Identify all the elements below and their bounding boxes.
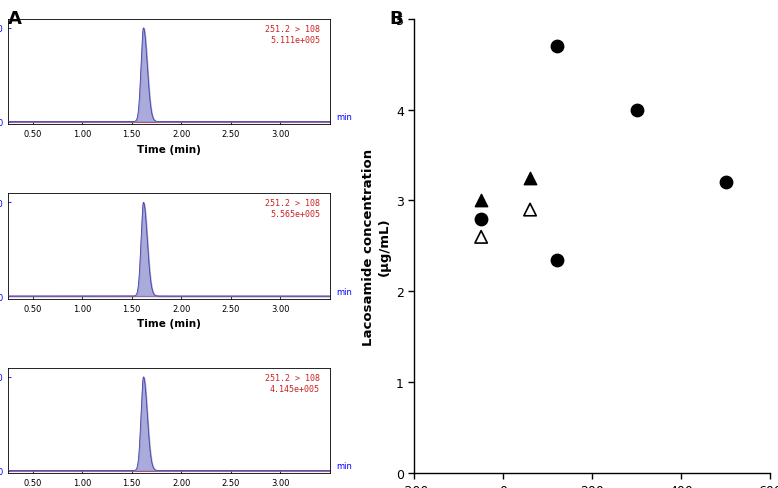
Point <box>630 106 643 114</box>
Point <box>524 206 536 214</box>
X-axis label: Time (min): Time (min) <box>137 144 201 154</box>
Point <box>551 256 563 264</box>
Text: B: B <box>389 10 403 28</box>
Y-axis label: Lacosamide concentration
(μg/mL): Lacosamide concentration (μg/mL) <box>363 148 391 345</box>
Text: 251.2 > 108
5.565e+005: 251.2 > 108 5.565e+005 <box>265 199 320 219</box>
Text: A: A <box>8 10 22 28</box>
Text: min: min <box>336 461 352 470</box>
Text: 251.2 > 108
4.145e+005: 251.2 > 108 4.145e+005 <box>265 373 320 393</box>
Text: min: min <box>336 287 352 296</box>
Point <box>720 179 732 187</box>
X-axis label: Time (min): Time (min) <box>137 319 201 328</box>
Text: 251.2 > 108
5.111e+005: 251.2 > 108 5.111e+005 <box>265 25 320 45</box>
Point <box>475 197 487 205</box>
Point <box>475 215 487 223</box>
Text: min: min <box>336 113 352 122</box>
Point <box>524 175 536 183</box>
Point <box>475 233 487 241</box>
Point <box>551 43 563 51</box>
